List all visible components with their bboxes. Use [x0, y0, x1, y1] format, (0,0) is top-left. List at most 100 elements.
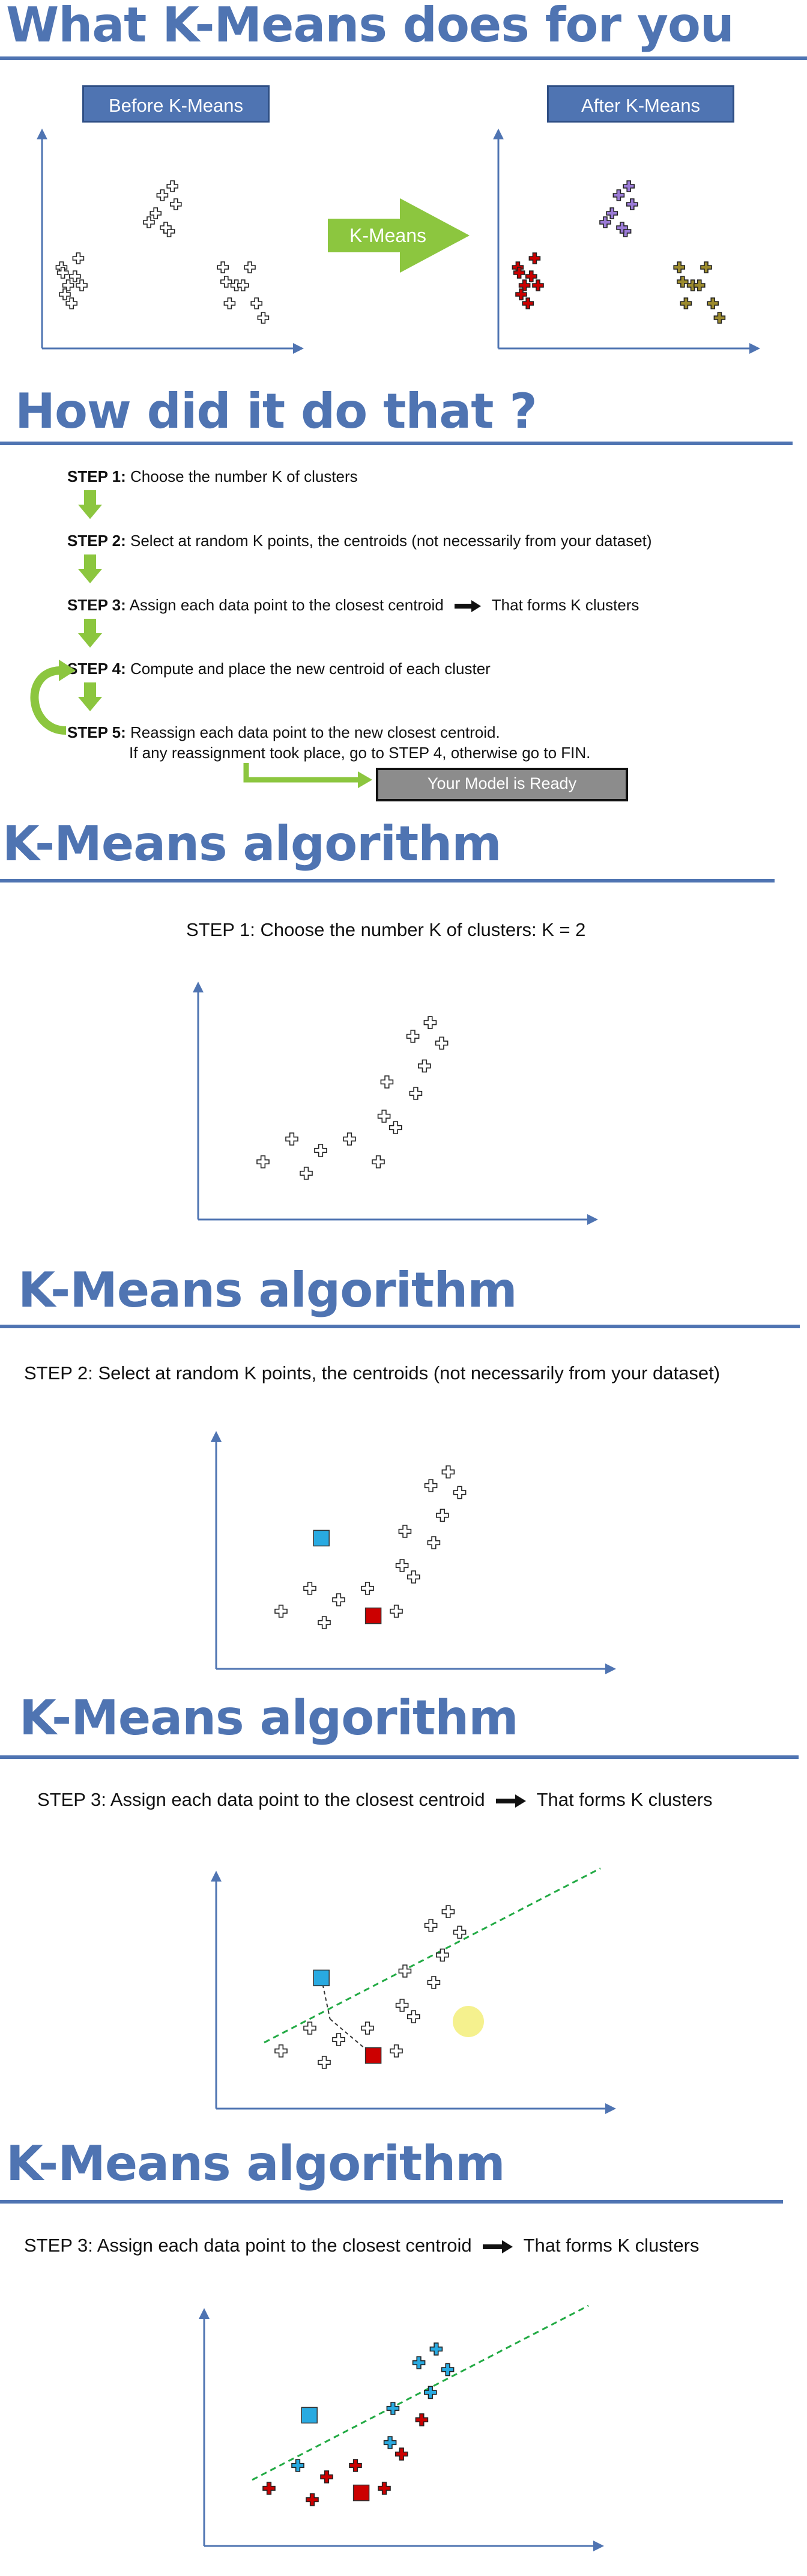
- data-point: [217, 261, 229, 273]
- down-arrow-icon: [78, 682, 102, 711]
- x-axis-arrowhead: [749, 343, 760, 354]
- data-point: [394, 2447, 408, 2461]
- axes: [211, 1871, 616, 2114]
- data-point: [320, 2470, 333, 2483]
- step-3: STEP 3: Assign each data point to the cl…: [67, 596, 639, 614]
- right-arrow-icon: [454, 600, 481, 613]
- down-arrow-icon: [78, 619, 102, 648]
- data-point: [435, 1508, 449, 1522]
- section-what-kmeans: What K-Means does for you Before K-Means…: [0, 0, 807, 372]
- data-point: [427, 1976, 441, 1989]
- x-axis-arrowhead: [605, 2103, 616, 2114]
- data-point: [407, 1570, 420, 1584]
- data-point: [237, 279, 249, 291]
- title-underline: [0, 1325, 800, 1328]
- section-algorithm-step3b: K-Means algorithm STEP 3: Assign each da…: [0, 2133, 807, 2576]
- data-point: [441, 2363, 455, 2377]
- cursor-highlight: [453, 2006, 484, 2037]
- data-point: [707, 297, 719, 309]
- title-underline: [0, 442, 793, 445]
- data-point: [318, 1616, 331, 1629]
- arrow-label: K-Means: [349, 225, 426, 246]
- x-axis-arrowhead: [587, 1214, 598, 1225]
- data-point: [390, 2044, 403, 2058]
- step-1: STEP 1: Choose the number K of clusters: [67, 467, 358, 485]
- y-axis-arrowhead: [199, 2308, 210, 2319]
- centroid-red: [364, 2047, 382, 2064]
- axes: [199, 2308, 604, 2551]
- data-point: [409, 1087, 423, 1100]
- step-caption: STEP 1: Choose the number K of clusters:…: [186, 919, 586, 940]
- data-point: [435, 1948, 449, 1962]
- data-point: [361, 2022, 374, 2035]
- data-point: [62, 279, 74, 291]
- data-point: [513, 267, 525, 279]
- data-point: [415, 2413, 429, 2426]
- after-kmeans-label: After K-Means: [547, 85, 734, 123]
- section-title: What K-Means does for you: [6, 0, 734, 53]
- title-underline: [0, 1755, 799, 1759]
- arrow-shape: [328, 198, 470, 273]
- data-point: [673, 261, 686, 273]
- data-point: [274, 2044, 288, 2058]
- data-point: [518, 279, 531, 291]
- data-point: [69, 270, 81, 282]
- title-underline: [0, 2200, 783, 2204]
- data-point: [522, 297, 534, 309]
- data-point: [220, 276, 232, 288]
- scatter-plot: [199, 2304, 604, 2551]
- data-point: [361, 1582, 374, 1595]
- data-point: [606, 207, 618, 219]
- data-point: [257, 312, 270, 324]
- data-point: [693, 279, 706, 291]
- data-point: [427, 1536, 441, 1549]
- data-point: [713, 312, 726, 324]
- data-point: [372, 1155, 385, 1168]
- step-caption: STEP 3: Assign each data point to the cl…: [37, 1789, 713, 1810]
- right-arrow-icon: [482, 2240, 513, 2253]
- section-algorithm-step1: K-Means algorithm STEP 1: Choose the num…: [0, 817, 807, 1256]
- data-point: [515, 288, 527, 300]
- x-axis-arrowhead: [293, 343, 304, 354]
- data-point: [412, 2356, 426, 2369]
- before-scatter: [37, 129, 304, 354]
- data-point: [314, 1144, 327, 1157]
- data-point: [378, 2482, 391, 2495]
- step-5: STEP 5: Reassign each data point to the …: [67, 723, 500, 741]
- data-point: [262, 2482, 276, 2495]
- title-underline: [0, 879, 775, 882]
- data-point: [150, 207, 162, 219]
- data-point: [423, 1016, 437, 1029]
- before-kmeans-label: Before K-Means: [82, 85, 270, 123]
- data-point: [274, 1605, 288, 1618]
- data-point: [424, 1479, 438, 1492]
- divider-line: [252, 2304, 589, 2481]
- data-point: [285, 1132, 298, 1146]
- data-point: [65, 297, 77, 309]
- step-caption: STEP 3: Assign each data point to the cl…: [24, 2235, 700, 2256]
- section-title: K-Means algorithm: [6, 2136, 506, 2192]
- data-point: [406, 1030, 420, 1043]
- data-point: [407, 2010, 420, 2023]
- data-point: [612, 189, 625, 201]
- section-title: K-Means algorithm: [2, 817, 502, 872]
- data-point: [166, 180, 179, 192]
- title-underline: [0, 56, 807, 60]
- right-arrow-icon: [495, 1794, 526, 1808]
- data-point: [256, 1155, 270, 1168]
- section-title: K-Means algorithm: [19, 1690, 519, 1746]
- data-point: [386, 2402, 400, 2415]
- data-point: [417, 1059, 431, 1073]
- data-point: [349, 2459, 362, 2472]
- centroid-blue: [313, 1530, 330, 1547]
- down-arrow-icon: [78, 554, 102, 583]
- data-point: [676, 276, 689, 288]
- data-point: [291, 2459, 304, 2472]
- section-title: K-Means algorithm: [18, 1262, 518, 1318]
- data-point: [250, 297, 263, 309]
- data-point: [303, 2022, 316, 2035]
- data-point: [435, 1036, 449, 1050]
- data-point: [680, 297, 692, 309]
- data-point: [59, 288, 71, 300]
- data-point: [143, 216, 155, 228]
